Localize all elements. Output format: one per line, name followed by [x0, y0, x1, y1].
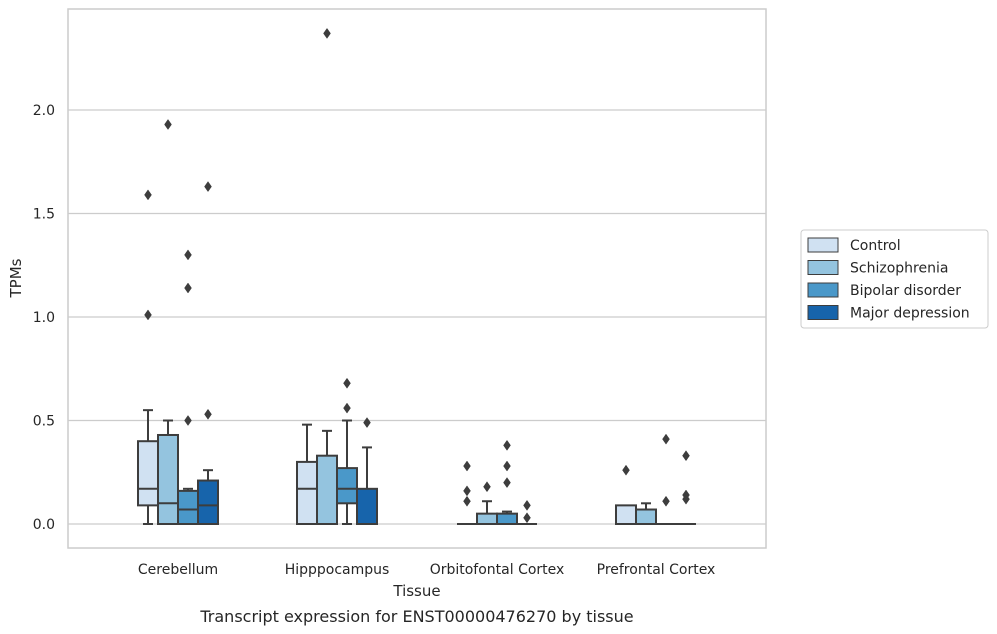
chart-caption: Transcript expression for ENST0000047627…: [199, 607, 633, 626]
outlier-point: [503, 439, 511, 451]
y-axis-ticks: 0.0 0.5 1.0 1.5 2.0: [33, 103, 55, 533]
outlier-point: [662, 433, 670, 445]
outlier-point: [144, 189, 152, 201]
plot-frame: [67, 8, 767, 549]
box: [316, 454, 338, 525]
x-tick-label: Hipppocampus: [285, 562, 390, 578]
outlier-point: [682, 450, 690, 462]
legend: Control Schizophrenia Bipolar disorder Majo…: [800, 229, 989, 329]
legend-label: Schizophrenia: [850, 261, 948, 277]
legend-frame: [800, 229, 989, 329]
y-tick-label: 2.0: [33, 103, 55, 119]
outlier-point: [483, 481, 491, 493]
box-plot: [496, 439, 518, 526]
box-plot: [296, 423, 318, 525]
box-plot: [316, 27, 338, 525]
box: [197, 479, 219, 525]
legend-swatch: [807, 260, 839, 275]
box: [496, 512, 518, 526]
box: [615, 504, 637, 525]
outlier-point: [184, 282, 192, 294]
box: [336, 467, 358, 505]
box-plot: [177, 249, 199, 526]
box-plot: [476, 481, 498, 526]
box-plot: [517, 499, 537, 525]
box: [157, 433, 179, 525]
legend-label: Major depression: [850, 306, 970, 322]
y-tick-label: 1.0: [33, 310, 55, 326]
outlier-point: [503, 477, 511, 489]
box-plot: [197, 181, 219, 525]
outlier-point: [682, 489, 690, 501]
box: [476, 512, 498, 526]
legend-swatch: [807, 237, 839, 253]
outlier-point: [463, 485, 471, 497]
outlier-point: [184, 249, 192, 261]
outlier-point: [523, 512, 531, 524]
outlier-point: [204, 408, 212, 420]
box-plot: [457, 460, 477, 525]
x-tick-label: Prefrontal Cortex: [597, 562, 716, 578]
box: [635, 508, 657, 526]
y-tick-label: 1.5: [33, 207, 55, 223]
box: [296, 460, 318, 525]
outlier-point: [622, 464, 630, 476]
y-tick-label: 0.0: [33, 517, 55, 533]
outlier-point: [184, 415, 192, 426]
x-tick-label: Orbitofontal Cortex: [430, 562, 565, 578]
box-plot: [656, 433, 676, 525]
outlier-point: [323, 27, 331, 39]
outlier-point: [343, 402, 351, 414]
outlier-point: [523, 499, 531, 511]
outlier-point: [204, 181, 212, 193]
box-plot: [676, 450, 696, 525]
y-axis-label: TPMs: [7, 258, 25, 298]
outlier-point: [463, 495, 471, 507]
legend-label: Control: [850, 238, 901, 254]
box-layer: [137, 27, 696, 526]
box-plot: [137, 189, 159, 525]
x-tick-label: Cerebellum: [138, 562, 218, 578]
y-tick-label: 0.5: [33, 414, 55, 430]
outlier-point: [144, 309, 152, 321]
outlier-point: [343, 377, 351, 389]
legend-swatch: [807, 305, 839, 320]
box-plot: [356, 417, 378, 525]
outlier-point: [463, 460, 471, 472]
box-plot: [336, 377, 358, 525]
outlier-point: [164, 119, 172, 130]
outlier-point: [503, 460, 511, 472]
outlier-point: [662, 495, 670, 507]
box: [356, 487, 378, 525]
x-axis-ticks: Cerebellum Hipppocampus Orbitofontal Corte…: [138, 562, 715, 578]
outlier-point: [363, 417, 371, 429]
box-plot: [615, 464, 637, 525]
legend-swatch: [807, 282, 839, 298]
box-plot: [635, 502, 657, 526]
box-plot: [157, 119, 179, 525]
legend-label: Bipolar disorder: [850, 283, 961, 299]
box: [137, 440, 159, 507]
box: [177, 489, 199, 526]
x-axis-label: Tissue: [392, 582, 440, 600]
